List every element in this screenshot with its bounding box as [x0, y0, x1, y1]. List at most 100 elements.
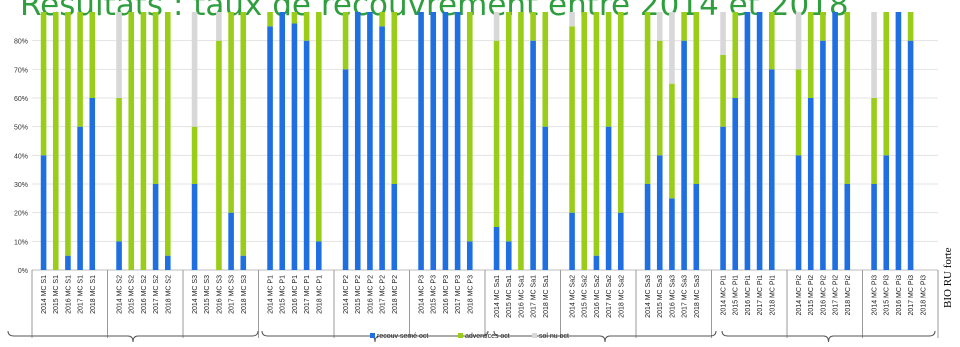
x-tick-label: 2018 MC S2: [165, 275, 172, 314]
bar-segment-green: [216, 40, 222, 270]
x-tick-label: 2014 MC S2: [117, 275, 124, 314]
bar-segment-grey: [116, 12, 122, 98]
bar-segment-blue: [367, 12, 373, 270]
x-tick-label: 2014 MC S1: [41, 275, 48, 314]
bar-segment-blue: [832, 12, 838, 270]
side-label: BIO RU forte: [938, 248, 958, 309]
bar-segment-blue: [593, 255, 600, 270]
bar-segment-blue: [844, 184, 851, 270]
x-tick-label: 2017 MC S3: [229, 275, 236, 314]
x-tick-label: 2016 MC P1: [292, 275, 299, 314]
bar-segment-green: [391, 12, 398, 184]
x-tick-label: 2014 MC S3: [192, 275, 199, 314]
bar-segment-blue: [693, 184, 700, 270]
bar-segment-green: [342, 12, 349, 70]
bar-segment-blue: [418, 12, 424, 270]
x-tick-label: 2017 MC P1: [304, 275, 311, 314]
bar-segment-blue: [454, 12, 461, 270]
bar-segment-blue: [656, 155, 663, 270]
legend-label: adventices oct: [465, 333, 510, 340]
bar-segment-green: [379, 12, 385, 27]
bar-segment-green: [768, 12, 775, 70]
bar-segment-blue: [279, 12, 286, 270]
x-tick-label: 2016 MC Sa3: [669, 275, 676, 318]
bar-segment-blue: [65, 255, 71, 270]
bar-segment-green: [693, 12, 700, 184]
bar-segment-green: [644, 12, 651, 184]
bar-segment-grey: [656, 12, 663, 41]
x-tick-label: 2015 MC Pi3: [884, 275, 891, 316]
x-tick-label: 2017 MC Pi1: [757, 275, 764, 316]
x-tick-label: 2018 MC P1: [316, 275, 323, 314]
bar-segment-blue: [303, 40, 310, 270]
bar-segment-blue: [871, 184, 877, 270]
bar-segment-blue: [720, 126, 726, 271]
chart-title: Résultats : taux de recouvrement entre 2…: [20, 0, 849, 23]
bar-segment-green: [605, 12, 612, 127]
x-tick-label: 2018 MC Sa2: [618, 275, 625, 318]
y-tick-label: 70%: [14, 67, 28, 74]
bar-segment-green: [505, 12, 512, 242]
y-tick-label: 30%: [14, 182, 28, 189]
bar-segment-green: [240, 12, 247, 256]
bar-segment-blue: [505, 241, 512, 270]
bar-segment-green: [871, 98, 877, 184]
bar-segment-green: [807, 12, 814, 98]
bar-segment-blue: [466, 241, 473, 270]
x-tick-label: 2016 MC Sa1: [518, 275, 525, 318]
bar-segment-grey: [720, 12, 726, 55]
legend-swatch: [458, 333, 463, 338]
x-tick-label: 2014 MC Pi2: [796, 275, 803, 316]
bar-segment-blue: [895, 12, 902, 270]
bar-segment-green: [732, 12, 739, 98]
x-tick-label: 2018 MC Pi2: [845, 275, 852, 316]
bar-segment-blue: [40, 155, 47, 270]
bar-segment-green: [267, 12, 273, 27]
bar-segment-blue: [768, 69, 775, 270]
y-tick-label: 60%: [14, 96, 28, 103]
bar-segment-blue: [379, 26, 385, 271]
x-tick-label: 2017 MC P2: [380, 275, 387, 314]
bar-segment-green: [466, 12, 473, 242]
bar-segment-blue: [391, 184, 398, 270]
bar-segment-blue: [807, 98, 814, 270]
x-tick-label: 2017 MC Pi2: [833, 275, 840, 316]
bar-segment-green: [581, 12, 588, 270]
bar-segment-green: [720, 55, 726, 127]
x-tick-label: 2017 MC Sa3: [682, 275, 689, 318]
bar-segment-green: [593, 12, 600, 256]
bar-segment-green: [844, 12, 851, 184]
x-tick-label: 2015 MC S3: [204, 275, 211, 314]
bar-segment-blue: [77, 126, 83, 271]
y-tick-label: 10%: [14, 239, 28, 246]
x-tick-label: 2016 MC Pi1: [745, 275, 752, 316]
bar-segment-blue: [152, 184, 159, 270]
x-tick-label: 2016 MC Pi2: [820, 275, 827, 316]
bar-segment-blue: [493, 227, 500, 270]
bar-segment-grey: [569, 12, 575, 27]
x-tick-label: 2017 MC S1: [78, 275, 85, 314]
x-tick-label: 2015 MC Sa1: [506, 275, 513, 318]
bar-segment-green: [795, 69, 802, 156]
group-brace: [493, 330, 717, 343]
y-tick-label: 40%: [14, 153, 28, 160]
y-tick-label: 0%: [18, 268, 28, 275]
x-tick-label: 2018 MC Sa1: [543, 275, 550, 318]
x-tick-label: 2015 MC S1: [53, 275, 60, 314]
bar-segment-blue: [228, 212, 234, 270]
bar-segment-green: [191, 126, 198, 184]
bar-segment-green: [518, 12, 524, 270]
x-tick-label: 2016 MC Pi3: [896, 275, 903, 316]
bar-segment-green: [883, 12, 890, 156]
x-tick-label: 2014 MC Sa1: [494, 275, 501, 318]
x-tick-label: 2017 MC Sa2: [606, 275, 613, 318]
bar-segment-blue: [267, 26, 273, 271]
x-tick-label: 2017 MC S2: [153, 275, 160, 314]
x-tick-label: 2016 MC Sa2: [594, 275, 601, 318]
bar-segment-green: [820, 12, 826, 41]
bar-segment-grey: [669, 12, 675, 84]
bar-segment-blue: [116, 241, 122, 270]
x-tick-label: 2017 MC P3: [455, 275, 462, 314]
group-brace: [261, 330, 489, 343]
